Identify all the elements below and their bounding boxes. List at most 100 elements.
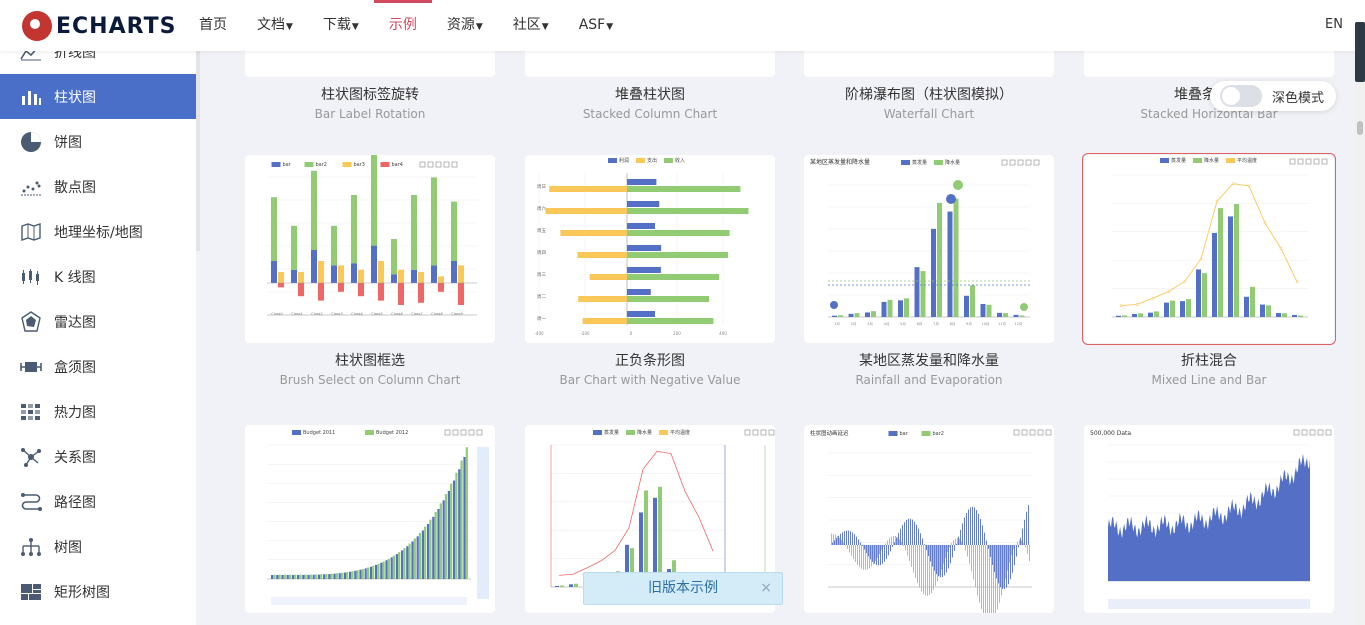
sidebar-item-label: 柱状图 bbox=[54, 89, 96, 106]
sidebar-item-treemap[interactable]: 矩形树图 bbox=[0, 569, 196, 614]
nav-item-2[interactable]: 下载▼ bbox=[308, 0, 374, 51]
example-title[interactable]: 某地区蒸发量和降水量 bbox=[859, 353, 999, 369]
dark-mode-toggle[interactable]: 深色模式 bbox=[1210, 81, 1336, 111]
sidebar-item-candlestick[interactable]: K 线图 bbox=[0, 254, 196, 299]
example-card-row0c[interactable]: 11月1日11月2日11月3日11月4日11月5日11月6日11月7日11月8日… bbox=[804, 51, 1054, 122]
nav-item-4[interactable]: 资源▼ bbox=[432, 0, 498, 51]
example-thumbnail[interactable]: 500,000 Data bbox=[1084, 425, 1334, 613]
example-subtitle: Bar Chart with Negative Value bbox=[559, 373, 741, 387]
example-title[interactable]: 折柱混合 bbox=[1181, 353, 1237, 369]
example-card-budget[interactable]: Budget 2011 Budget 2012 bbox=[245, 425, 495, 622]
sidebar-item-label: 地理坐标/地图 bbox=[54, 224, 143, 241]
example-thumbnail[interactable]: Budget 2011 Budget 2012 bbox=[245, 425, 495, 613]
svg-text:蒸发量: 蒸发量 bbox=[604, 429, 619, 436]
example-card-rainfall[interactable]: 某地区蒸发量和降水量 蒸发量 降水量 1月 2月 3月 4月 5月 6月 7月 8月 9月 10月 11月… bbox=[804, 155, 1054, 388]
example-thumbnail[interactable]: 11月1日11月2日11月3日11月4日11月5日11月6日11月7日11月8日… bbox=[804, 51, 1054, 77]
svg-text:周三: 周三 bbox=[537, 272, 546, 278]
nav-label: 下载 bbox=[322, 17, 351, 33]
example-subtitle: Waterfall Chart bbox=[883, 107, 975, 121]
sidebar-item-label: 树图 bbox=[54, 539, 82, 556]
svg-text:周一: 周一 bbox=[537, 316, 546, 322]
svg-text:利润: 利润 bbox=[619, 157, 629, 164]
svg-text:周四: 周四 bbox=[537, 250, 546, 256]
dark-mode-switch[interactable] bbox=[1220, 85, 1262, 107]
bar-chart-icon bbox=[20, 87, 42, 107]
thumbnail-chart: 某地区蒸发量和降水量 蒸发量 降水量 1月 2月 3月 4月 5月 6月 7月 8月 9月 10月 11月… bbox=[810, 158, 1040, 326]
page-scrollbar-thumb[interactable] bbox=[1357, 121, 1363, 135]
svg-text:蒸发量: 蒸发量 bbox=[912, 159, 927, 166]
old-version-link[interactable]: 旧版本示例 bbox=[648, 580, 718, 596]
sidebar-item-scatter-chart[interactable]: 散点图 bbox=[0, 164, 196, 209]
example-thumbnail[interactable]: 某地区蒸发量和降水量 蒸发量 降水量 1月 2月 3月 4月 5月 6月 7月 8月 9月 10月 11月… bbox=[804, 155, 1054, 343]
scatter-chart-icon bbox=[20, 177, 42, 197]
svg-text:蒸发量: 蒸发量 bbox=[1171, 157, 1186, 164]
chart-type-sidebar: 折线图 柱状图 饼图 散点图 地理坐标/地图 K 线图 雷达图 盒须图 热力图 关系图 路径图 树图矩… bbox=[0, 43, 196, 625]
svg-text:12月: 12月 bbox=[1015, 321, 1023, 326]
language-switch[interactable]: EN bbox=[1325, 17, 1343, 32]
caret-down-icon: ▼ bbox=[351, 22, 359, 32]
sidebar-item-tree[interactable]: 树图 bbox=[0, 524, 196, 569]
svg-text:Budget 2012: Budget 2012 bbox=[376, 430, 408, 436]
thumbnail-chart: 柱状图动画延迟 bar bar2 bbox=[810, 429, 1052, 613]
example-card-row0b[interactable]: 周一周二周三周四周五周六周日堆叠柱状图 Stacked Column Chart bbox=[525, 51, 775, 122]
sidebar-item-heatmap[interactable]: 热力图 bbox=[0, 389, 196, 434]
echarts-logo[interactable]: ECHARTS bbox=[22, 10, 176, 42]
nav-item-5[interactable]: 社区▼ bbox=[498, 0, 564, 51]
svg-text:1月: 1月 bbox=[834, 321, 840, 326]
thumbnail-chart: bar bar2 bar3 bar4 Class0 Class1 Class2 Class3 C… bbox=[267, 155, 477, 316]
svg-text:bar2: bar2 bbox=[316, 162, 327, 168]
example-thumbnail[interactable]: bar bar2 bar3 bar4 Class0 Class1 Class2 Class3 C… bbox=[245, 155, 495, 343]
sidebar-item-pie-chart[interactable]: 饼图 bbox=[0, 119, 196, 164]
example-thumbnail[interactable]: 利润 支出 收入 -400 -200 0 200 400 周日 周六 周五 周四 周三 周二 周一 bbox=[525, 155, 775, 343]
example-thumbnail[interactable]: 20122013201420152016 bbox=[245, 51, 495, 77]
svg-text:bar: bar bbox=[283, 162, 292, 168]
nav-item-0[interactable]: 首页 bbox=[184, 0, 242, 51]
example-thumbnail[interactable]: 柱状图动画延迟 bar bar2 bbox=[804, 425, 1054, 613]
svg-text:降水量: 降水量 bbox=[637, 429, 652, 436]
example-thumbnail[interactable]: 周一周二周三周四周五周六周日 bbox=[525, 51, 775, 77]
example-card-negative[interactable]: 利润 支出 收入 -400 -200 0 200 400 周日 周六 周五 周四 周三 周二 周一 正负条形图… bbox=[525, 155, 775, 388]
nav-item-3[interactable]: 示例 bbox=[373, 0, 432, 51]
example-thumbnail[interactable]: 050010001500200025003000 bbox=[1084, 51, 1334, 77]
example-subtitle: Stacked Column Chart bbox=[582, 107, 718, 121]
sidebar-item-map[interactable]: 地理坐标/地图 bbox=[0, 209, 196, 254]
example-title[interactable]: 堆叠柱状图 bbox=[615, 87, 685, 103]
example-subtitle: Rainfall and Evaporation bbox=[855, 373, 1003, 387]
example-card-mixed[interactable]: 蒸发量 降水量 平均温度 折柱混合 Mixed Line and Bar bbox=[1082, 153, 1336, 388]
nav-label: 文档 bbox=[257, 17, 285, 33]
svg-text:柱状图动画延迟: 柱状图动画延迟 bbox=[810, 429, 849, 437]
example-card-large[interactable]: 500,000 Data bbox=[1084, 425, 1334, 622]
thumbnail-chart: 11月1日11月2日11月3日11月4日11月5日11月6日11月7日11月8日… bbox=[804, 51, 1054, 77]
svg-text:Class9: Class9 bbox=[451, 312, 462, 316]
example-title[interactable]: 柱状图框选 bbox=[335, 353, 405, 369]
svg-text:Class1: Class1 bbox=[291, 312, 302, 316]
example-card-row0a[interactable]: 20122013201420152016 柱状图标签旋转 Bar Label Rot… bbox=[245, 51, 495, 122]
top-navbar: ECHARTS 首页 文档▼ 下载▼ 示例 资源▼ 社区▼ ASF▼ EN bbox=[0, 0, 1365, 82]
sidebar-item-label: 盒须图 bbox=[54, 359, 96, 376]
example-card-brush[interactable]: bar bar2 bar3 bar4 Class0 Class1 Class2 Class3 C… bbox=[245, 155, 495, 388]
example-title[interactable]: 阶梯瀑布图（柱状图模拟） bbox=[845, 87, 1013, 103]
sidebar-item-bar-chart[interactable]: 柱状图 bbox=[0, 74, 196, 119]
nav-item-1[interactable]: 文档▼ bbox=[242, 0, 308, 51]
close-icon[interactable]: × bbox=[760, 580, 772, 596]
echarts-logo-icon bbox=[22, 11, 52, 41]
example-title[interactable]: 柱状图标签旋转 bbox=[321, 87, 419, 103]
svg-text:Budget 2011: Budget 2011 bbox=[303, 430, 335, 436]
old-version-banner[interactable]: 旧版本示例 × bbox=[583, 572, 783, 605]
sidebar-scrollbar[interactable] bbox=[196, 51, 200, 251]
sidebar-item-boxplot[interactable]: 盒须图 bbox=[0, 344, 196, 389]
sidebar-item-graph[interactable]: 关系图 bbox=[0, 434, 196, 479]
nav-item-6[interactable]: ASF▼ bbox=[564, 0, 628, 51]
sidebar-item-radar[interactable]: 雷达图 bbox=[0, 299, 196, 344]
svg-text:4月: 4月 bbox=[884, 321, 890, 326]
page-scrollbar[interactable] bbox=[1355, 51, 1365, 625]
lines-icon bbox=[20, 492, 42, 512]
example-thumbnail[interactable]: 蒸发量 降水量 平均温度 bbox=[1082, 153, 1336, 345]
sidebar-item-label: 雷达图 bbox=[54, 314, 96, 331]
sidebar-item-lines[interactable]: 路径图 bbox=[0, 479, 196, 524]
example-title[interactable]: 正负条形图 bbox=[615, 353, 685, 369]
example-card-animation[interactable]: 柱状图动画延迟 bar bar2 bbox=[804, 425, 1054, 622]
example-subtitle: Bar Label Rotation bbox=[314, 107, 426, 121]
nav-label: 社区 bbox=[512, 17, 541, 33]
